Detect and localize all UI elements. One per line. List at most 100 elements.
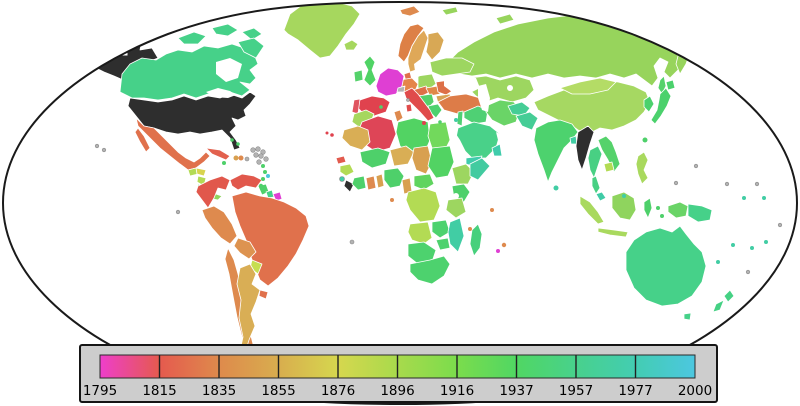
dot-windward-3 <box>261 177 265 181</box>
dot-hawaii-2 <box>101 147 107 153</box>
region-tunisia <box>393 109 404 123</box>
region-canada-arctic-island <box>177 31 207 45</box>
dot-galapagos <box>175 209 181 215</box>
dot-antilles-4 <box>253 152 259 158</box>
great-lakes <box>206 88 236 98</box>
region-colombia <box>195 175 231 209</box>
region-madagascar <box>469 223 483 257</box>
dot-balearic <box>379 105 383 109</box>
dot-moluccas-2 <box>660 214 664 218</box>
dot-antilles-2 <box>255 146 261 152</box>
region-senegal <box>335 155 347 165</box>
region-java <box>597 227 629 238</box>
region-new-zealand-north <box>723 289 735 303</box>
region-papua-new-guinea <box>687 203 713 223</box>
region-russia-arctic-island <box>441 6 459 16</box>
region-ghana <box>365 175 377 191</box>
dot-taiwan <box>642 137 648 143</box>
region-mali <box>359 147 391 169</box>
legend-label-1815: 1815 <box>142 383 176 399</box>
region-tasmania <box>683 312 692 321</box>
persian-gulf <box>496 132 510 146</box>
dot-polynesia-2 <box>745 269 751 275</box>
caspian-sea <box>478 84 490 112</box>
region-honduras <box>195 167 207 177</box>
baltic-sea <box>414 58 428 78</box>
dot-new-caledonia <box>716 260 720 264</box>
legend-label-1957: 1957 <box>559 383 593 399</box>
legend-label-1835: 1835 <box>202 383 236 399</box>
region-mauritania <box>341 125 371 151</box>
dot-micronesia-2 <box>673 180 679 186</box>
region-ivory-coast <box>351 175 367 191</box>
region-peru <box>201 205 238 245</box>
dot-pacific-teal-2 <box>762 196 766 200</box>
region-oman <box>491 143 503 157</box>
region-usa <box>127 91 257 151</box>
aral-sea <box>507 85 513 91</box>
region-canada-arctic-island <box>241 27 263 41</box>
dot-canary-2 <box>325 131 329 135</box>
region-canada-arctic-island <box>211 23 239 37</box>
region-pakistan <box>515 111 539 131</box>
region-mexico <box>135 117 211 171</box>
region-ethiopia <box>451 163 475 185</box>
dot-hispaniola-west <box>233 155 239 161</box>
legend-label-1896: 1896 <box>380 383 414 399</box>
region-norway <box>397 23 425 63</box>
dot-sri-lanka <box>553 185 559 191</box>
dot-bahamas-1 <box>230 138 234 142</box>
dot-windward-2 <box>263 170 267 174</box>
dot-micronesia-3 <box>724 181 730 187</box>
dot-comoros <box>468 227 472 231</box>
region-uruguay <box>258 289 269 300</box>
legend-label-1876: 1876 <box>321 383 355 399</box>
region-togo-benin <box>375 173 385 189</box>
region-india <box>533 119 579 183</box>
region-cambodia <box>603 161 615 173</box>
dot-vanuatu <box>750 246 754 250</box>
region-italy <box>403 87 435 122</box>
dot-hawaii-1 <box>94 143 100 149</box>
dot-st-helena <box>349 239 355 245</box>
region-sudan <box>427 145 455 179</box>
region-niger <box>389 145 415 167</box>
region-baffin-island <box>237 37 265 59</box>
dot-antilles-3 <box>260 149 266 155</box>
dot-polynesia-1 <box>777 222 783 228</box>
lake-victoria <box>453 193 459 199</box>
region-france <box>375 67 405 97</box>
dot-cyprus <box>454 118 458 122</box>
dot-antilles-5 <box>258 153 264 159</box>
region-chad <box>411 145 433 175</box>
region-russia-arctic-island <box>495 13 515 25</box>
dot-hispaniola-east <box>238 155 244 161</box>
dot-antilles-6 <box>263 156 269 162</box>
region-zambia <box>431 219 451 239</box>
region-venezuela <box>229 173 263 191</box>
region-argentina <box>236 263 261 356</box>
red-sea <box>448 128 468 160</box>
region-malaysia <box>595 191 607 202</box>
dot-mauritius <box>501 242 507 248</box>
dot-canary-1 <box>330 133 334 137</box>
region-philippines <box>635 151 649 185</box>
region-sumatra <box>579 195 605 225</box>
region-thailand <box>587 145 603 179</box>
dot-jamaica <box>222 161 226 165</box>
region-west-papua <box>667 201 689 219</box>
legend-label-1977: 1977 <box>618 383 652 399</box>
dot-trinidad <box>258 183 264 189</box>
dot-sao-tome <box>390 198 394 202</box>
dot-micronesia-1 <box>693 163 699 169</box>
region-hungary <box>425 85 441 97</box>
dot-crete <box>438 120 442 124</box>
region-sweden <box>407 29 429 73</box>
legend-label-1937: 1937 <box>499 383 533 399</box>
region-somalia <box>469 157 491 181</box>
dot-windward-1 <box>261 164 265 168</box>
region-levant <box>456 110 464 127</box>
region-korea <box>643 95 655 113</box>
dot-corsica <box>406 98 410 102</box>
